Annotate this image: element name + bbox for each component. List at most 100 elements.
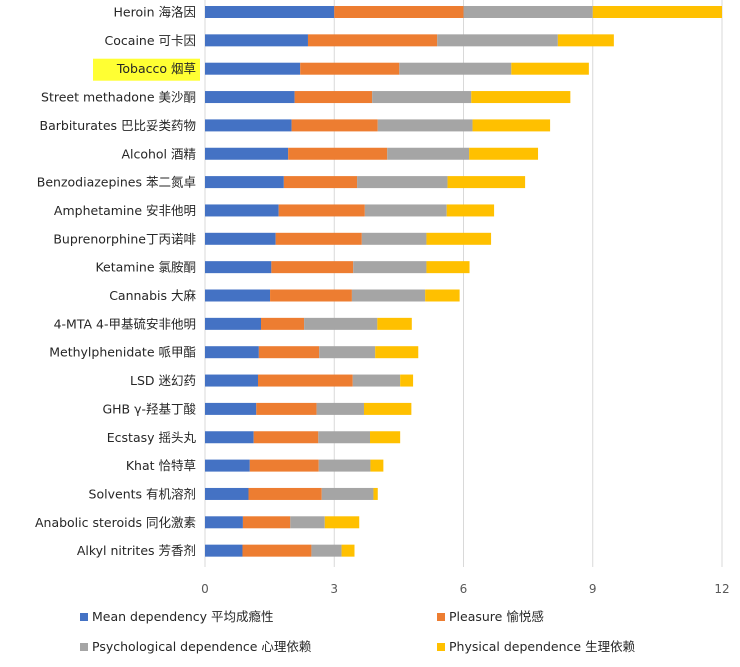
x-tick-label: 9 [589,582,597,596]
bar-segment [511,62,589,75]
category-label: Khat 恰特草 [126,458,196,473]
bar-segment [426,232,492,245]
bar-segment [364,204,447,217]
bar-segment [372,91,472,104]
bar-segment [341,544,355,557]
bar-segment [205,6,335,18]
bar-segment [271,261,354,274]
bar-segment [377,317,412,330]
bar-segment [375,346,419,359]
bar-segment [357,176,448,189]
bar-segment [205,431,254,444]
category-label: Anabolic steroids 同化激素 [35,515,196,530]
category-label: Cannabis 大麻 [109,288,196,303]
category-label: Methylphenidate 哌甲酯 [49,345,196,360]
bar-segment [291,119,378,132]
bar-segment [205,374,258,387]
category-label: Barbiturates 巴比妥类药物 [40,118,196,133]
bar-segment [249,459,319,472]
bar-segment [253,431,319,444]
legend-swatch [437,643,445,651]
category-label: Benzodiazepines 苯二氮卓 [37,175,196,190]
gridlines [204,0,723,567]
bar-segment [300,62,400,75]
bar-segment [205,34,308,47]
legend: Mean dependency 平均成瘾性 Pleasure 愉悦感 Psychol… [80,609,636,654]
bar-segment [592,6,722,18]
bar-segment [400,374,414,387]
bar-segment [205,289,271,302]
category-label: Solvents 有机溶剂 [89,486,196,501]
x-tick-label: 0 [201,582,209,596]
bar-segment [351,289,426,302]
bar-segment [437,34,558,47]
legend-swatch [80,643,88,651]
bar-segment [370,431,401,444]
bar-segment [352,374,401,387]
bar-segment [472,119,551,132]
bar-segment [283,176,358,189]
bar-segment [205,261,272,274]
highlighted-category-box [93,58,200,81]
bar-segment [205,232,276,245]
bar-segment [256,402,317,415]
bar-segment [318,459,371,472]
legend-label: Physical dependence 生理依赖 [449,639,636,654]
bar-segment [318,431,371,444]
bar-segment [205,516,243,529]
bar-segment [290,516,325,529]
bar-segment [205,62,301,75]
legend-label: Mean dependency 平均成瘾性 [92,609,274,624]
bar-segment [205,91,295,104]
category-label: Street methadone 美沙酮 [41,90,196,105]
bar-segment [205,459,250,472]
bar-segment [463,6,593,18]
bar-segment [307,34,438,47]
bar-segment [361,232,427,245]
category-label: Ecstasy 摇头丸 [107,430,197,445]
x-axis-ticks: 0 3 6 9 12 [201,582,729,596]
bar-segment [275,232,362,245]
bar-segment [311,544,342,557]
bar-segment [205,204,279,217]
category-label: Tobacco 烟草 [116,61,196,76]
bar-segment [334,6,464,18]
bar-segment [377,119,473,132]
bar-segment [425,289,460,302]
bar-segment [242,516,291,529]
category-label: LSD 迷幻药 [130,373,196,388]
bar-segment [205,317,262,330]
x-tick-label: 3 [330,582,338,596]
category-label: Alkyl nitrites 芳香剂 [77,543,196,558]
bar-segment [387,147,470,160]
category-label: GHB γ-羟基丁酸 [102,401,196,416]
bar-segment [399,62,512,75]
bar-segment [248,487,322,500]
x-tick-label: 12 [714,582,729,596]
bar-segment [261,317,305,330]
bar-segment [353,261,427,274]
x-tick-label: 6 [460,582,468,596]
legend-swatch [437,613,445,621]
category-label: Amphetamine 安非他明 [54,203,196,218]
bar-segment [446,204,495,217]
bar-segment [205,487,249,500]
bar-segment [205,544,243,557]
bar-segment [304,317,378,330]
bar-segment [557,34,614,47]
bar-segment [469,147,539,160]
bar-segment [370,459,384,472]
bar-segment [278,204,365,217]
bar-segment [447,176,526,189]
legend-swatch [80,613,88,621]
bar-segment [242,544,312,557]
category-label: Ketamine 氯胺酮 [95,260,196,275]
bar-segment [257,374,353,387]
bar-segment [205,119,292,132]
category-label: 4-MTA 4-甲基硫安非他明 [54,316,196,331]
bar-segment [426,261,470,274]
bars [205,6,722,557]
bar-segment [316,402,364,415]
bar-segment [205,176,284,189]
